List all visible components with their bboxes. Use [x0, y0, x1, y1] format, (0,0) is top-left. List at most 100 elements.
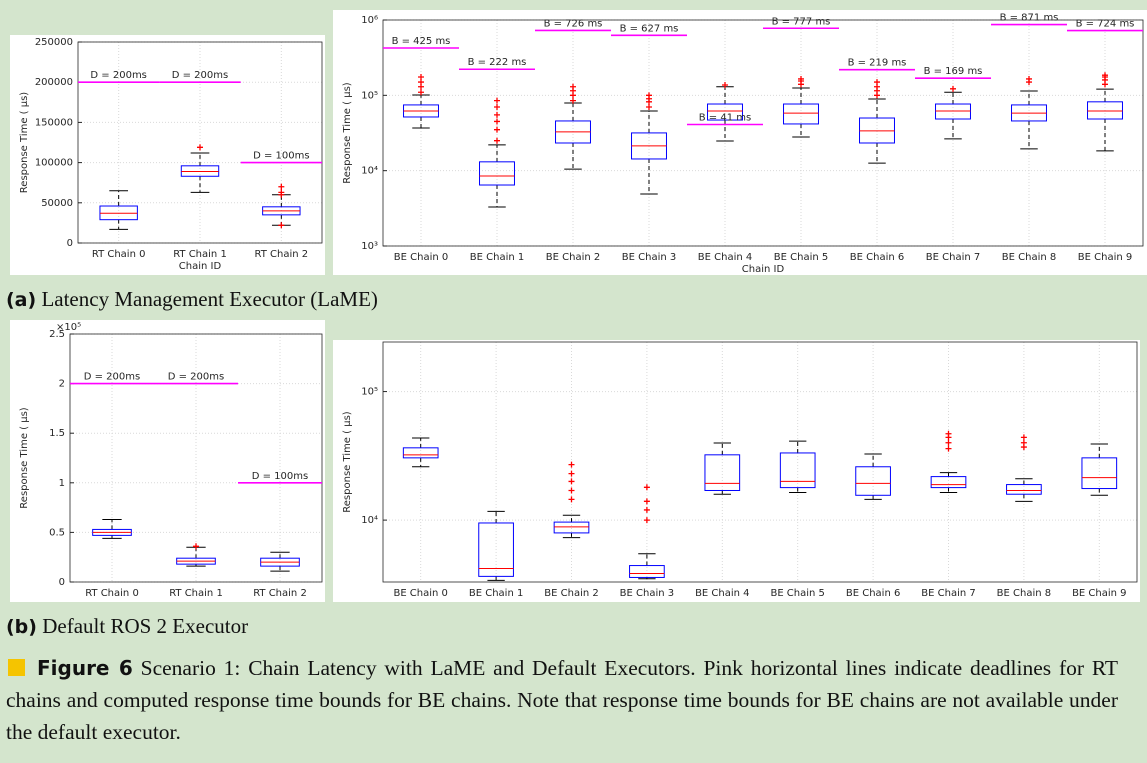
y-tick-label: 0	[59, 577, 65, 588]
x-tick-label: BE Chain 2	[544, 588, 598, 599]
x-tick-label: BE Chain 3	[622, 252, 676, 263]
x-tick-label: BE Chain 7	[926, 252, 980, 263]
figure: 0 50000 100000 150000 200000 250000 RT Chain 0…	[10, 10, 1147, 602]
bound-label: D = 200ms	[172, 70, 228, 81]
caption-label: Figure 6	[37, 656, 133, 680]
x-tick-label: BE Chain 4	[698, 252, 752, 263]
y-tick-label: 2.5	[49, 329, 65, 340]
outlier	[646, 92, 652, 99]
plot-frame	[382, 341, 1138, 583]
y-axis-label: Response Time ( μs)	[342, 82, 353, 184]
outlier	[568, 461, 575, 468]
y-axis-label: Response Time ( μs)	[19, 407, 30, 509]
outlier	[494, 104, 500, 111]
x-tick-label: BE Chain 8	[1002, 252, 1056, 263]
x-tick-label: RT Chain 0	[92, 249, 146, 260]
x-tick-label: BE Chain 6	[846, 588, 900, 599]
bound-label: B = 41 ms	[699, 113, 751, 124]
box	[779, 452, 816, 489]
bound-label: B = 169 ms	[924, 66, 983, 77]
bound-label: B = 425 ms	[392, 36, 451, 47]
box	[1081, 457, 1118, 490]
subcaption-text: Default ROS 2 Executor	[42, 614, 249, 638]
x-tick-label: BE Chain 4	[695, 588, 749, 599]
outlier	[568, 496, 575, 503]
y-tick-label: 100000	[35, 158, 73, 169]
outlier	[418, 79, 424, 86]
box	[930, 476, 967, 489]
caption-text: Scenario 1: Chain Latency with LaME and …	[6, 656, 1119, 744]
y-axis-label: Response Time ( μs)	[19, 92, 30, 194]
bound-label: D = 100ms	[253, 151, 309, 162]
x-axis-label: Chain ID	[742, 264, 785, 275]
plot-frame	[382, 19, 1144, 247]
box	[704, 454, 741, 491]
subcaption-text: Latency Management Executor (LaME)	[41, 287, 378, 311]
y-tick-label: 2	[59, 379, 65, 390]
box	[707, 103, 743, 121]
outlier	[874, 79, 880, 86]
outlier	[798, 75, 804, 82]
y-tick-label: 10⁶	[361, 15, 378, 26]
outlier	[1026, 75, 1032, 82]
axis-multiplier: ×10⁵	[56, 322, 81, 333]
outlier	[570, 97, 576, 104]
x-axis-label: Chain ID	[179, 261, 222, 272]
x-tick-label: RT Chain 0	[85, 588, 139, 599]
outlier	[646, 104, 652, 111]
outlier	[418, 89, 424, 96]
outlier	[1020, 434, 1027, 441]
x-tick-label: BE Chain 9	[1072, 588, 1126, 599]
outlier	[278, 222, 285, 229]
x-tick-label: BE Chain 0	[394, 252, 448, 263]
bound-label: B = 871 ms	[1000, 13, 1059, 24]
bound-label: D = 200ms	[90, 70, 146, 81]
subcaption-label: (a)	[6, 289, 37, 311]
outlier	[494, 111, 500, 118]
x-tick-label: BE Chain 0	[393, 588, 447, 599]
x-tick-label: BE Chain 8	[997, 588, 1051, 599]
figure-caption: Figure 6 Scenario 1: Chain Latency with …	[6, 652, 1118, 748]
outlier	[643, 517, 650, 524]
chart-panel	[10, 35, 325, 275]
outlier	[418, 74, 424, 81]
outlier	[494, 118, 500, 125]
x-tick-label: BE Chain 9	[1078, 252, 1132, 263]
outlier	[494, 97, 500, 104]
subcaption-b: (b) Default ROS 2 Executor	[6, 614, 248, 639]
bound-label: B = 222 ms	[468, 57, 527, 68]
x-tick-label: RT Chain 1	[169, 588, 223, 599]
x-tick-label: RT Chain 2	[255, 249, 309, 260]
bound-label: B = 219 ms	[848, 58, 907, 69]
outlier	[950, 85, 956, 92]
outlier	[193, 543, 199, 550]
y-tick-label: 10⁴	[361, 515, 378, 526]
y-tick-label: 10⁴	[361, 166, 378, 177]
box	[935, 103, 971, 120]
box	[553, 521, 590, 534]
box	[629, 565, 665, 578]
bound-label: D = 100ms	[252, 471, 308, 482]
y-tick-label: 150000	[35, 117, 73, 128]
outlier	[722, 82, 728, 89]
outlier	[568, 487, 575, 494]
bound-label: D = 200ms	[168, 372, 224, 383]
outlier	[1102, 72, 1108, 79]
y-tick-label: 0.5	[49, 527, 65, 538]
x-tick-label: BE Chain 6	[850, 252, 904, 263]
bound-label: B = 724 ms	[1076, 19, 1135, 30]
y-tick-label: 200000	[35, 77, 73, 88]
outlier	[568, 470, 575, 477]
box	[1087, 101, 1123, 120]
plot-frame	[77, 41, 323, 244]
outlier	[945, 430, 952, 437]
y-tick-label: 50000	[41, 198, 73, 209]
outlier	[278, 189, 285, 196]
outlier	[945, 445, 952, 452]
x-tick-label: RT Chain 1	[173, 249, 227, 260]
outlier	[570, 83, 576, 90]
bound-label: B = 627 ms	[620, 23, 679, 34]
x-tick-label: BE Chain 5	[774, 252, 828, 263]
subcaption-label: (b)	[6, 616, 37, 638]
